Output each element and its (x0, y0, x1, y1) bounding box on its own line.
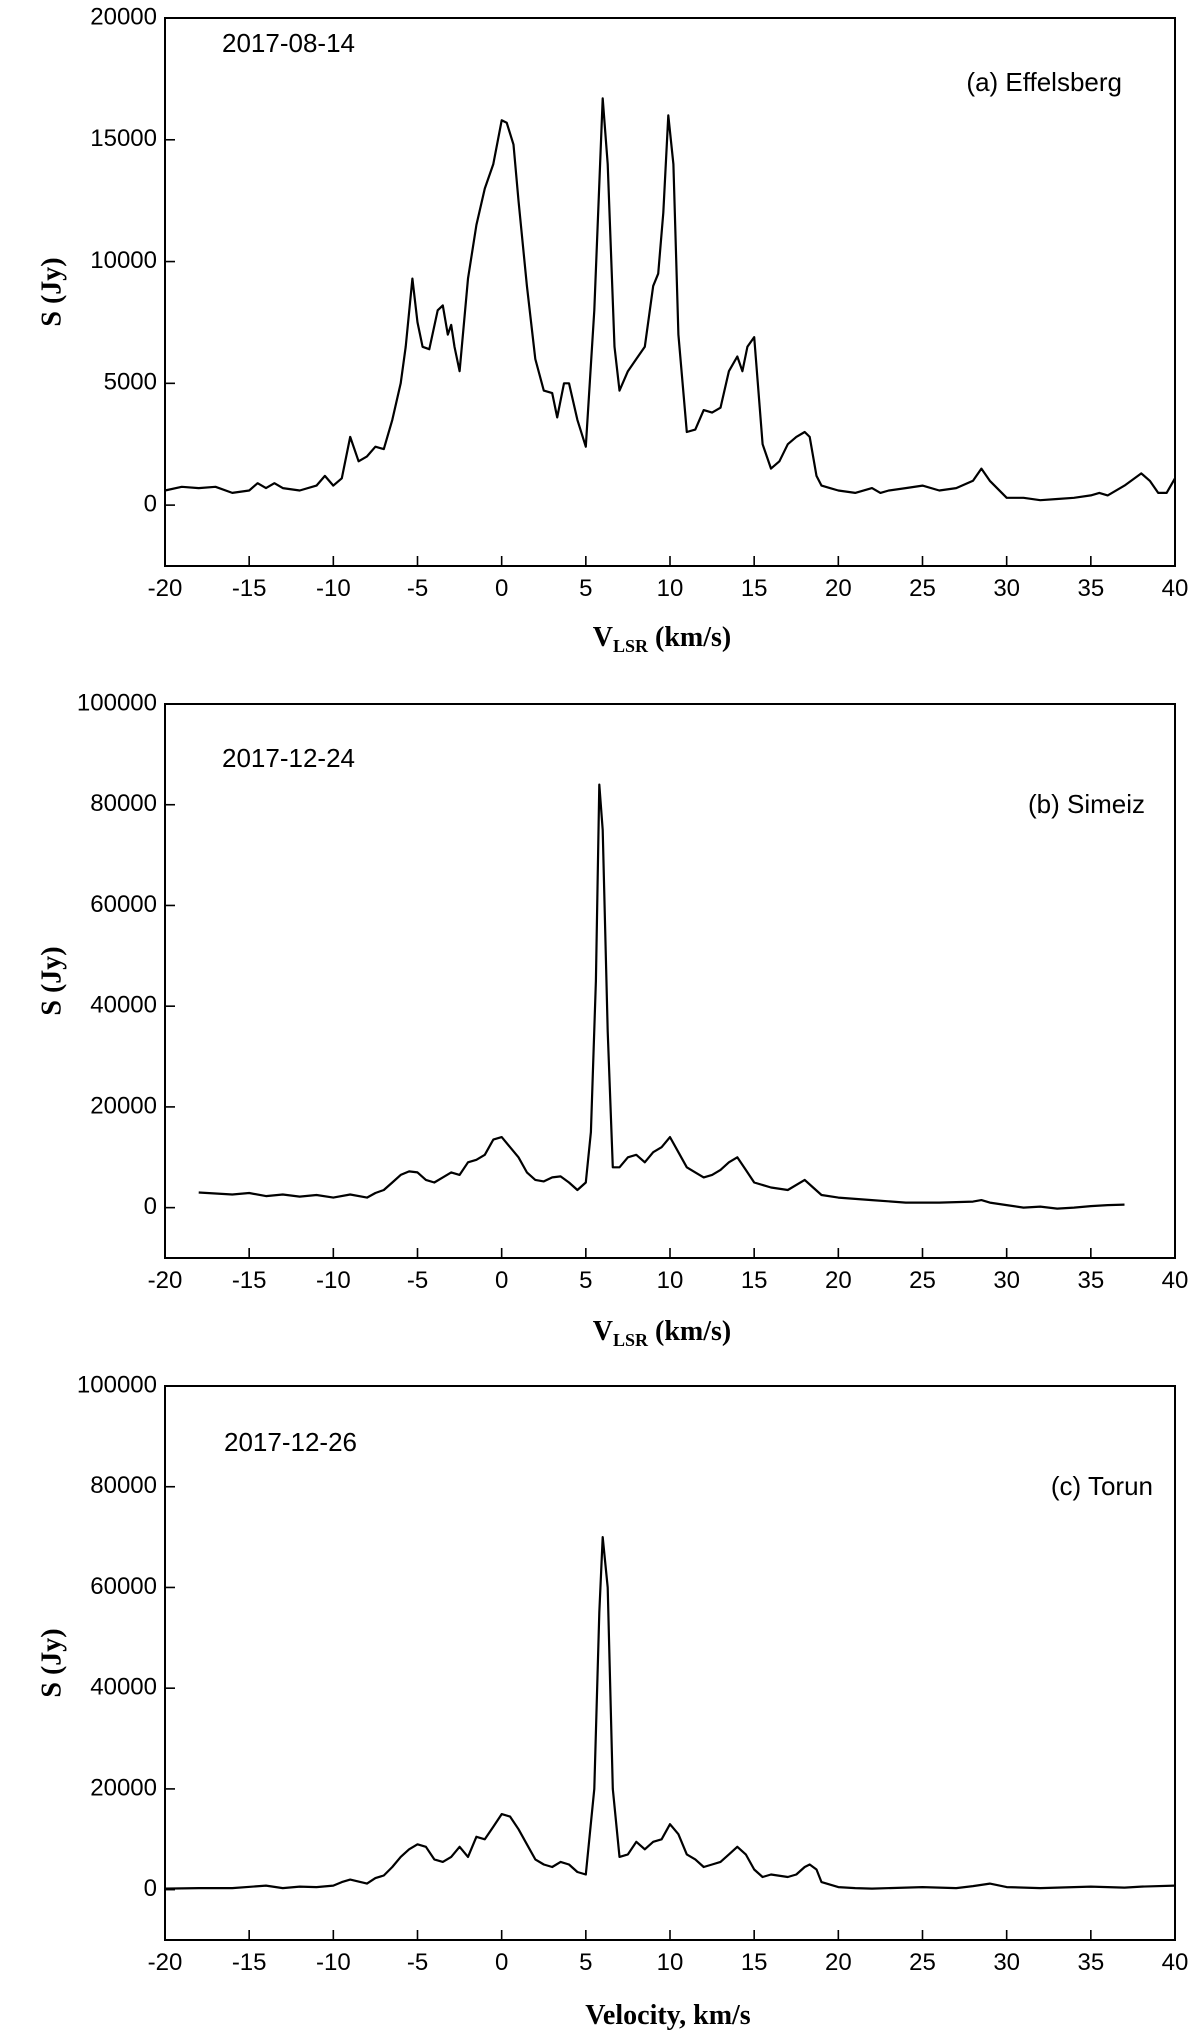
x-tick-label-b-2: -10 (316, 1267, 351, 1294)
x-tick-label-c-10: 30 (993, 1949, 1020, 1976)
ticks-b: -20 -15 -10 -5 0 5 10 15 20 25 30 35 40 0 20000 40000 60… (77, 689, 1188, 1294)
y-axis-title-c: S (Jy) (36, 1628, 67, 1697)
x-tick-label-b-8: 20 (825, 1267, 852, 1294)
y-tick-label-c-1: 20000 (90, 1774, 157, 1801)
x-tick-label-b-4: 0 (495, 1267, 508, 1294)
x-tick-label-c-1: -15 (232, 1949, 267, 1976)
y-tick-label-b-3: 60000 (90, 891, 157, 918)
y-tick-label-b-2: 40000 (90, 992, 157, 1019)
telescope-annotation-a: (a) Effelsberg (966, 67, 1122, 97)
y-tick-label-b-0: 0 (144, 1193, 157, 1220)
series-line-b (198, 783, 1125, 1210)
x-tick-label-c-3: -5 (407, 1949, 428, 1976)
date-annotation-a: 2017-08-14 (222, 28, 355, 58)
x-axis-title-b: VLSR (km/s) (593, 1316, 731, 1350)
y-axis-title-b: S (Jy) (36, 946, 67, 1015)
plot-frame-a (164, 17, 1176, 567)
x-tick-label-a-0: -20 (148, 575, 183, 602)
x-tick-label-a-10: 30 (993, 575, 1020, 602)
x-axis-title-unit-a: (km/s) (648, 622, 731, 653)
x-tick-label-a-3: -5 (407, 575, 428, 602)
x-tick-label-b-3: -5 (407, 1267, 428, 1294)
date-annotation-b: 2017-12-24 (222, 743, 355, 773)
x-tick-label-c-0: -20 (148, 1949, 183, 1976)
x-axis-title-c: Velocity, km/s (585, 2000, 751, 2031)
x-axis-title-sub-b: LSR (613, 1330, 649, 1350)
x-tick-label-c-12: 40 (1162, 1949, 1189, 1976)
ticks-a: -20 -15 -10 -5 0 5 10 15 20 25 30 35 40 0 5000 10000 150… (90, 3, 1188, 602)
x-tick-label-c-2: -10 (316, 1949, 351, 1976)
y-tick-label-a-3: 15000 (90, 125, 157, 152)
x-tick-label-b-7: 15 (741, 1267, 768, 1294)
plot-frame-b (164, 703, 1176, 1259)
x-axis-title-a: VLSR (km/s) (593, 622, 731, 656)
y-tick-label-a-2: 10000 (90, 247, 157, 274)
y-tick-label-a-1: 5000 (104, 369, 157, 396)
x-tick-label-a-4: 0 (495, 575, 508, 602)
x-tick-label-a-5: 5 (579, 575, 592, 602)
x-tick-label-b-5: 5 (579, 1267, 592, 1294)
x-tick-label-a-11: 35 (1077, 575, 1104, 602)
x-tick-label-b-12: 40 (1162, 1267, 1189, 1294)
y-tick-label-a-0: 0 (144, 490, 157, 517)
x-tick-label-c-11: 35 (1077, 1949, 1104, 1976)
y-tick-label-c-2: 40000 (90, 1674, 157, 1701)
y-tick-label-a-4: 20000 (90, 3, 157, 30)
x-tick-label-c-9: 25 (909, 1949, 936, 1976)
y-tick-label-b-4: 80000 (90, 790, 157, 817)
x-tick-label-a-9: 25 (909, 575, 936, 602)
x-tick-label-c-8: 20 (825, 1949, 852, 1976)
telescope-annotation-b: (b) Simeiz (1028, 789, 1145, 819)
y-tick-label-c-0: 0 (144, 1875, 157, 1902)
x-tick-label-a-8: 20 (825, 575, 852, 602)
x-tick-label-a-12: 40 (1162, 575, 1189, 602)
x-tick-label-b-0: -20 (148, 1267, 183, 1294)
y-tick-label-b-1: 20000 (90, 1092, 157, 1119)
x-tick-label-c-5: 5 (579, 1949, 592, 1976)
series-line-c (164, 1536, 1176, 1890)
telescope-annotation-c: (c) Torun (1051, 1471, 1153, 1501)
ticks-c: -20 -15 -10 -5 0 5 10 15 20 25 30 35 40 0 20000 40000 60… (77, 1371, 1188, 1976)
x-axis-title-main-a: V (593, 622, 613, 653)
x-tick-label-c-4: 0 (495, 1949, 508, 1976)
x-tick-label-b-9: 25 (909, 1267, 936, 1294)
panel-b: -20 -15 -10 -5 0 5 10 15 20 25 30 35 40 0 20000 40000 60… (36, 689, 1188, 1350)
x-tick-label-c-6: 10 (657, 1949, 684, 1976)
x-axis-title-unit-b: (km/s) (648, 1316, 731, 1347)
x-tick-label-b-10: 30 (993, 1267, 1020, 1294)
y-tick-label-b-5: 100000 (77, 689, 157, 716)
plot-frame-c (164, 1385, 1176, 1941)
panel-a: -20 -15 -10 -5 0 5 10 15 20 25 30 35 40 0 5000 10000 150… (36, 3, 1188, 656)
x-tick-label-c-7: 15 (741, 1949, 768, 1976)
x-tick-label-a-7: 15 (741, 575, 768, 602)
x-tick-label-b-6: 10 (657, 1267, 684, 1294)
y-tick-label-c-5: 100000 (77, 1371, 157, 1398)
x-axis-title-sub-a: LSR (613, 636, 649, 656)
date-annotation-c: 2017-12-26 (224, 1427, 357, 1457)
x-tick-label-a-2: -10 (316, 575, 351, 602)
panel-c: -20 -15 -10 -5 0 5 10 15 20 25 30 35 40 0 20000 40000 60… (36, 1371, 1188, 2031)
x-axis-title-main-b: V (593, 1316, 613, 1347)
x-tick-label-a-1: -15 (232, 575, 267, 602)
y-tick-label-c-4: 80000 (90, 1472, 157, 1499)
x-tick-label-b-1: -15 (232, 1267, 267, 1294)
series-line-a (164, 97, 1176, 502)
y-axis-title-a: S (Jy) (36, 257, 67, 326)
x-tick-label-a-6: 10 (657, 575, 684, 602)
x-tick-label-b-11: 35 (1077, 1267, 1104, 1294)
y-tick-label-c-3: 60000 (90, 1573, 157, 1600)
